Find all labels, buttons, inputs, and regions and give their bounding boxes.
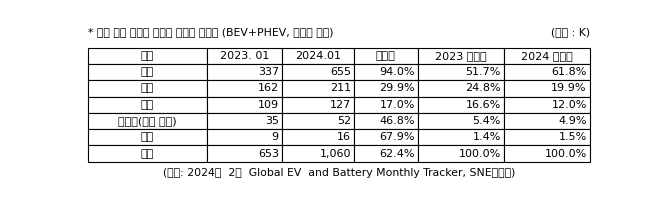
Text: 655: 655	[330, 67, 351, 77]
Bar	[504, 80, 590, 97]
Text: 기타: 기타	[141, 132, 154, 142]
Bar	[354, 97, 418, 113]
Bar	[207, 80, 282, 97]
Text: 162: 162	[258, 83, 279, 93]
Text: 127: 127	[330, 100, 351, 110]
Text: 211: 211	[330, 83, 351, 93]
Bar	[354, 113, 418, 129]
Bar	[207, 48, 282, 64]
Text: 94.0%: 94.0%	[379, 67, 414, 77]
Text: 4.9%: 4.9%	[558, 116, 587, 126]
Text: (출처: 2024년  2월  Global EV  and Battery Monthly Tracker, SNE리서치): (출처: 2024년 2월 Global EV and Battery Mont…	[163, 168, 515, 178]
Bar	[354, 48, 418, 64]
Bar	[207, 129, 282, 145]
Bar	[418, 80, 504, 97]
Bar	[504, 64, 590, 80]
Bar	[282, 129, 354, 145]
Text: 46.8%: 46.8%	[379, 116, 414, 126]
Bar	[207, 64, 282, 80]
Bar	[504, 113, 590, 129]
Bar	[504, 97, 590, 113]
Text: 51.7%: 51.7%	[465, 67, 501, 77]
Text: 17.0%: 17.0%	[379, 100, 414, 110]
Text: 19.9%: 19.9%	[551, 83, 587, 93]
Bar	[418, 97, 504, 113]
Bar	[88, 48, 207, 64]
Bar	[418, 113, 504, 129]
Text: 1.5%: 1.5%	[559, 132, 587, 142]
Text: 653: 653	[258, 149, 279, 159]
Text: 52: 52	[337, 116, 351, 126]
Text: 2024.01: 2024.01	[295, 51, 341, 61]
Text: 9: 9	[272, 132, 279, 142]
Text: (단위 : K): (단위 : K)	[551, 27, 590, 37]
Text: 61.8%: 61.8%	[551, 67, 587, 77]
Bar	[282, 64, 354, 80]
Text: 2023 점유율: 2023 점유율	[435, 51, 486, 61]
Text: 아시아(중국 제외): 아시아(중국 제외)	[118, 116, 176, 126]
Text: 35: 35	[265, 116, 279, 126]
Bar	[88, 113, 207, 129]
Bar	[418, 48, 504, 64]
Text: 지역: 지역	[141, 51, 154, 61]
Bar	[88, 145, 207, 162]
Text: 109: 109	[258, 100, 279, 110]
Bar	[418, 64, 504, 80]
Text: 100.0%: 100.0%	[459, 149, 501, 159]
Bar	[504, 145, 590, 162]
Bar	[282, 80, 354, 97]
Text: 67.9%: 67.9%	[379, 132, 414, 142]
Bar	[207, 113, 282, 129]
Text: 62.4%: 62.4%	[379, 149, 414, 159]
Bar	[418, 145, 504, 162]
Bar	[354, 129, 418, 145]
Text: 합계: 합계	[141, 149, 154, 159]
Bar	[207, 97, 282, 113]
Bar	[418, 129, 504, 145]
Text: 1,060: 1,060	[319, 149, 351, 159]
Text: 1.4%: 1.4%	[473, 132, 501, 142]
Text: * 연간 누적 지역별 글로벌 전기차 인도량 (BEV+PHEV, 상용차 포함): * 연간 누적 지역별 글로벌 전기차 인도량 (BEV+PHEV, 상용차 포…	[88, 27, 333, 37]
Bar	[504, 129, 590, 145]
Bar	[354, 145, 418, 162]
Text: 16.6%: 16.6%	[465, 100, 501, 110]
Text: 16: 16	[337, 132, 351, 142]
Bar	[282, 48, 354, 64]
Text: 29.9%: 29.9%	[379, 83, 414, 93]
Text: 2023. 01: 2023. 01	[219, 51, 269, 61]
Bar	[282, 113, 354, 129]
Text: 12.0%: 12.0%	[551, 100, 587, 110]
Bar	[354, 64, 418, 80]
Text: 중국: 중국	[141, 67, 154, 77]
Bar	[88, 80, 207, 97]
Text: 337: 337	[258, 67, 279, 77]
Bar	[207, 145, 282, 162]
Bar	[504, 48, 590, 64]
Text: 24.8%: 24.8%	[465, 83, 501, 93]
Bar	[354, 80, 418, 97]
Text: 2024 점유율: 2024 점유율	[521, 51, 572, 61]
Text: 100.0%: 100.0%	[545, 149, 587, 159]
Text: 5.4%: 5.4%	[473, 116, 501, 126]
Text: 성장률: 성장률	[376, 51, 396, 61]
Bar	[282, 145, 354, 162]
Bar	[88, 129, 207, 145]
Bar	[88, 64, 207, 80]
Bar	[282, 97, 354, 113]
Text: 유럽: 유럽	[141, 83, 154, 93]
Text: 북미: 북미	[141, 100, 154, 110]
Bar	[88, 97, 207, 113]
